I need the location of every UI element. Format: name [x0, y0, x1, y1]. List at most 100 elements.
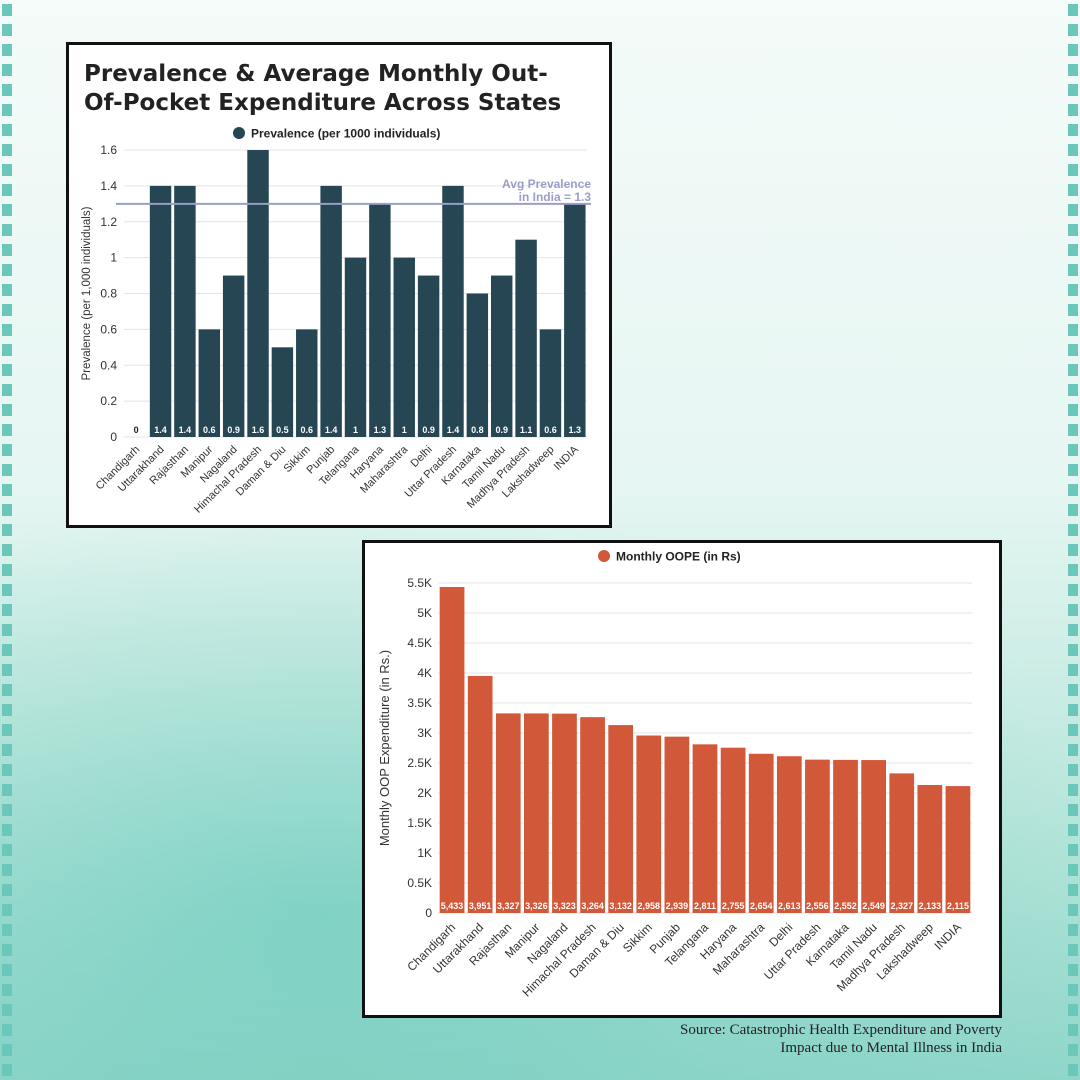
border-dash: [2, 404, 12, 416]
bar-value-label: 2,958: [638, 901, 661, 911]
bar: [466, 293, 489, 437]
border-dash: [1068, 624, 1078, 636]
border-dash: [2, 744, 12, 756]
border-dash: [1068, 444, 1078, 456]
border-dash: [2, 44, 12, 56]
border-dash: [1068, 364, 1078, 376]
bar-value-label: 1.3: [569, 425, 582, 435]
bar-value-label: 3,951: [469, 901, 492, 911]
border-dash: [2, 864, 12, 876]
border-dash: [1068, 604, 1078, 616]
border-dash: [1068, 864, 1078, 876]
border-dash: [1068, 44, 1078, 56]
border-dash: [2, 844, 12, 856]
border-dash: [1068, 704, 1078, 716]
bar: [495, 713, 521, 913]
bar: [369, 203, 391, 437]
border-dash: [1068, 764, 1078, 776]
bar: [805, 759, 830, 913]
bar-value-label: 2,811: [694, 901, 716, 911]
bar-value-label: 2,613: [778, 901, 801, 911]
bar: [467, 675, 493, 913]
bar: [945, 786, 971, 913]
border-dash: [1068, 564, 1078, 576]
border-dash: [2, 664, 12, 676]
bar-value-label: 2,115: [947, 901, 969, 911]
border-dash: [2, 524, 12, 536]
border-dash: [1068, 504, 1078, 516]
border-dash: [1068, 804, 1078, 816]
bar-value-label: 2,133: [919, 901, 942, 911]
bar: [320, 185, 342, 437]
border-dash: [1068, 1024, 1078, 1036]
border-dash: [1068, 424, 1078, 436]
bar-value-label: 3,264: [581, 901, 604, 911]
bar: [564, 203, 586, 437]
y-tick-label: 3K: [417, 726, 432, 740]
y-axis-label: Monthly OOP Expenditure (in Rs.): [377, 650, 392, 846]
bar: [524, 713, 549, 913]
y-tick-label: 0.8: [100, 287, 117, 301]
bar-value-label: 0.9: [227, 425, 240, 435]
bar-value-label: 3,132: [609, 901, 632, 911]
border-dash: [1068, 944, 1078, 956]
border-dash: [1068, 884, 1078, 896]
border-dash: [1068, 724, 1078, 736]
bar: [393, 257, 415, 437]
border-dash: [2, 984, 12, 996]
y-tick-label: 1.5K: [407, 816, 432, 830]
border-dash: [1068, 844, 1078, 856]
border-dash: [2, 144, 12, 156]
bar-value-label: 1.3: [374, 425, 387, 435]
source-line-1: Source: Catastrophic Health Expenditure …: [680, 1022, 1002, 1038]
border-dash: [2, 604, 12, 616]
bar-value-label: 2,654: [750, 901, 773, 911]
average-line-label: in India = 1.3: [519, 190, 592, 204]
bar-value-label: 3,323: [553, 901, 576, 911]
bar-value-label: 0.6: [301, 425, 314, 435]
border-dash: [1068, 64, 1078, 76]
bar-value-label: 1.4: [179, 425, 192, 435]
bar: [552, 713, 577, 913]
border-dash: [2, 204, 12, 216]
y-tick-label: 5K: [417, 606, 432, 620]
bar-value-label: 3,327: [497, 901, 520, 911]
y-tick-label: 1.2: [100, 215, 117, 229]
y-tick-label: 0: [110, 430, 117, 444]
page-title: Prevalence & Average Monthly Out-Of-Pock…: [84, 61, 562, 116]
border-dash: [1068, 744, 1078, 756]
bar: [247, 150, 269, 437]
right-dashed-border: [1066, 0, 1080, 1080]
border-dash: [1068, 1064, 1078, 1076]
border-dash: [2, 884, 12, 896]
border-dash: [1068, 284, 1078, 296]
source-line-2: Impact due to Mental Illness in India: [780, 1040, 1002, 1056]
border-dash: [2, 784, 12, 796]
bar: [917, 785, 943, 913]
bar: [271, 347, 294, 437]
border-dash: [1068, 924, 1078, 936]
y-tick-label: 0.6: [100, 322, 117, 336]
border-dash: [1068, 104, 1078, 116]
bar: [222, 275, 245, 437]
bar: [198, 329, 221, 437]
border-dash: [1068, 464, 1078, 476]
border-dash: [1068, 684, 1078, 696]
y-tick-label: 3.5K: [407, 696, 432, 710]
border-dash: [1068, 224, 1078, 236]
bar: [636, 735, 662, 913]
bar-value-label: 1.4: [154, 425, 167, 435]
bar: [692, 744, 718, 913]
y-axis-label: Prevalence (per 1,000 individuals): [81, 206, 93, 380]
bar-value-label: 1.4: [447, 425, 460, 435]
border-dash: [1068, 344, 1078, 356]
border-dash: [2, 224, 12, 236]
average-line-label: Avg Prevalence: [502, 177, 591, 191]
border-dash: [1068, 664, 1078, 676]
bar-value-label: 3,326: [525, 901, 548, 911]
bar-value-label: 1.6: [252, 425, 265, 435]
border-dash: [1068, 1044, 1078, 1056]
x-tick-label: INDIA: [932, 920, 965, 953]
border-dash: [2, 264, 12, 276]
